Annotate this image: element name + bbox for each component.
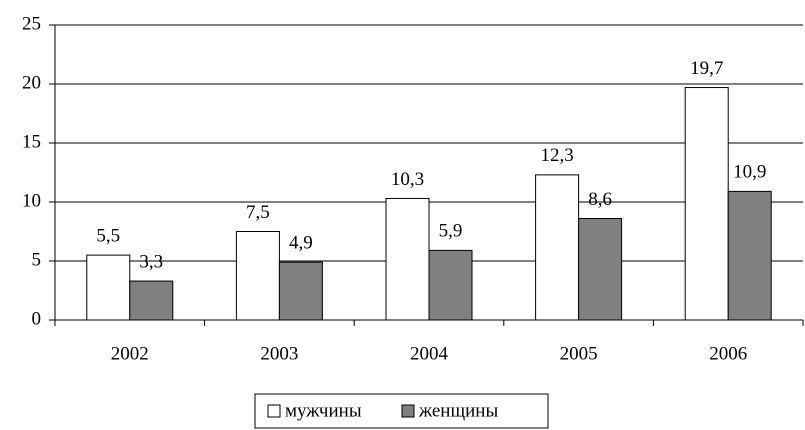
legend-label: женщины [418,400,498,421]
bar [86,254,131,321]
x-tick-label: 2004 [410,343,449,364]
bar [535,174,580,321]
y-tick-label: 25 [22,13,41,34]
y-tick-label: 10 [22,190,41,211]
bar [727,190,772,321]
bar [578,218,623,321]
bar [428,249,473,321]
data-label: 10,3 [391,169,424,190]
x-tick-label: 2003 [260,343,298,364]
data-label: 8,6 [588,189,612,210]
legend-swatch [401,404,415,418]
legend-swatch [267,404,281,418]
data-label: 19,7 [690,58,723,79]
legend-label: мужчины [285,400,362,421]
data-label: 3,3 [139,251,163,272]
bar [235,231,280,321]
data-label: 7,5 [246,202,270,223]
y-tick-label: 5 [32,249,42,270]
bar [278,261,323,321]
data-label: 12,3 [540,145,573,166]
x-tick-label: 2006 [709,343,747,364]
bar [129,280,174,321]
bar [684,87,729,321]
y-tick-label: 0 [32,308,42,329]
x-tick-label: 2005 [560,343,598,364]
data-label: 5,5 [96,225,120,246]
data-label: 10,9 [733,162,766,183]
y-tick-label: 15 [22,131,41,152]
bar [385,197,430,321]
data-label: 5,9 [439,221,463,242]
x-tick-label: 2002 [111,343,149,364]
y-tick-label: 20 [22,72,41,93]
data-label: 4,9 [289,233,313,254]
